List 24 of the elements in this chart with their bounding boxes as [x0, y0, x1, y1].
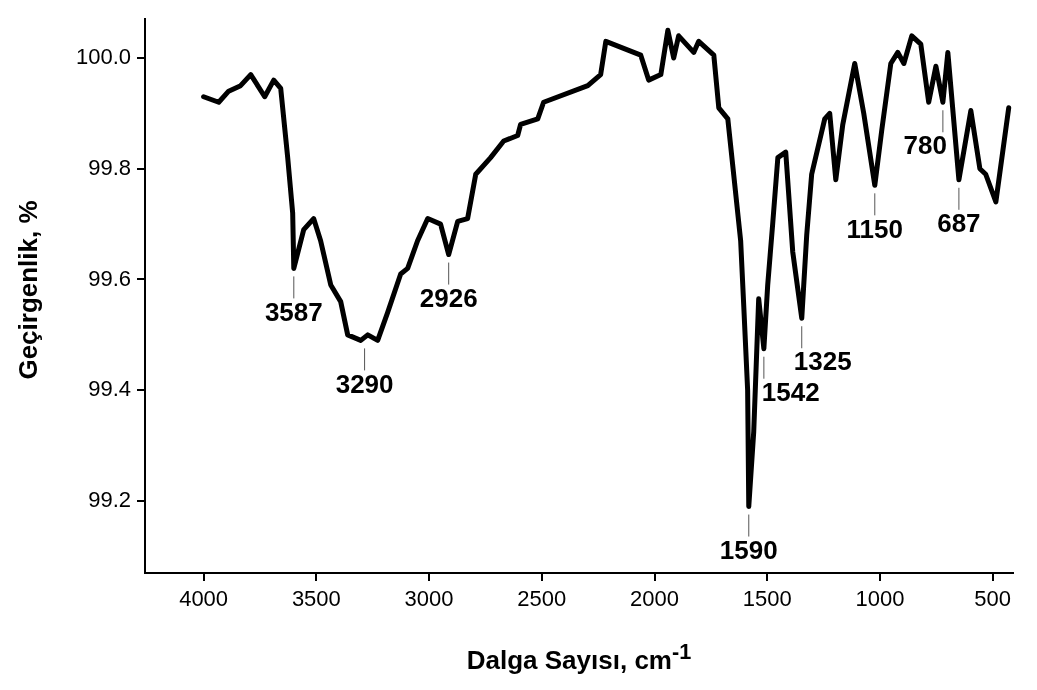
y-tick-label: 99.8	[88, 154, 131, 180]
y-tick-label: 100.0	[75, 44, 131, 70]
annotation: 2926	[419, 282, 478, 313]
x-axis-title: Dalga Sayısı, cm$^{-1}$	[465, 638, 693, 677]
y-tick-label: 99.6	[88, 265, 131, 291]
x-tick-label: 2000	[630, 586, 679, 612]
x-tick-label: 1000	[855, 586, 905, 612]
annotation: 1150	[846, 213, 903, 244]
x-tick-label: 500	[974, 586, 1012, 612]
annotation: 3290	[335, 368, 394, 399]
x-tick-label: 1500	[742, 586, 792, 612]
x-tick-label: 2500	[517, 586, 567, 612]
y-axis-title: Geçirgenlik, %	[12, 199, 44, 382]
x-tick-label: 4000	[179, 586, 229, 612]
x-tick-label: 3000	[404, 586, 454, 612]
y-tick-label: 99.4	[88, 376, 131, 402]
annotation: 1542	[761, 376, 820, 407]
y-tick-label: 99.2	[88, 487, 131, 513]
annotation: 1325	[793, 346, 852, 377]
annotation: 3587	[264, 296, 323, 327]
x-tick-label: 3500	[291, 586, 341, 612]
annotation: 1590	[719, 534, 778, 565]
annotation: 687	[937, 207, 981, 238]
annotation: 780	[903, 130, 947, 161]
